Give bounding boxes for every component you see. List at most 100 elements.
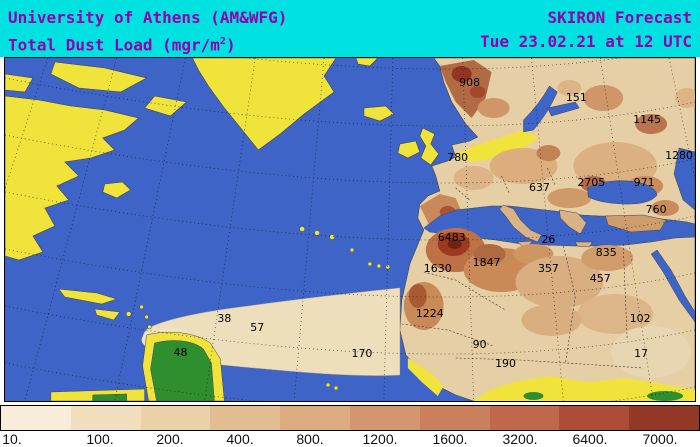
- island-dot: [367, 261, 373, 267]
- scale-segment: [419, 406, 490, 430]
- landmass-iceland: [363, 105, 395, 122]
- scale-segment: [1, 406, 71, 430]
- landmass-north-america: [5, 95, 140, 261]
- border-line: [563, 245, 576, 365]
- island-dot: [385, 264, 391, 270]
- dust-patch: [453, 166, 494, 190]
- scale-segment: [489, 406, 560, 430]
- dust-patch: [651, 200, 680, 216]
- landmass-newfoundland: [102, 181, 132, 199]
- border-line: [622, 243, 628, 341]
- dust-patch: [473, 244, 506, 264]
- dust-patch: [583, 85, 624, 111]
- meridian-line: [531, 58, 564, 401]
- dust-patch: [611, 326, 692, 378]
- landmass-britain: [419, 127, 440, 166]
- island-dot: [147, 324, 152, 330]
- meridian-line: [5, 58, 49, 190]
- landmass-island: [144, 95, 188, 117]
- dust-patch: [451, 66, 472, 82]
- caribbean-south-america: [50, 288, 225, 401]
- valid-time: Tue 23.02.21 at 12 UTC: [480, 32, 692, 51]
- meridian-line: [293, 58, 325, 401]
- island-dot: [333, 385, 339, 391]
- island-dot: [325, 382, 331, 388]
- island-dot: [329, 234, 335, 240]
- dust-value-label: 57: [250, 321, 264, 334]
- dust-value-label: 457: [590, 272, 611, 285]
- scale-tick-label: 400.: [226, 431, 254, 447]
- product-title: SKIRON Forecast: [547, 8, 693, 27]
- peninsulas: [499, 204, 667, 250]
- caspian-sea: [673, 147, 695, 211]
- dust-value-label: 780: [447, 151, 468, 164]
- landmass-hispaniola: [94, 308, 121, 321]
- dust-patch: [521, 304, 582, 336]
- scale-segment: [349, 406, 420, 430]
- dust-value-label: 151: [566, 91, 587, 104]
- vegetation: [647, 391, 684, 401]
- dust-value-labels: 908 151 1145 780 1280 971 2705 637 760 6483 26 835 1…: [174, 76, 693, 370]
- dust-value-label: 1280: [665, 149, 693, 162]
- dust-value-label: 1145: [633, 113, 661, 126]
- color-scale: 10. 100. 200. 400. 800. 1200. 1600. 3200. 6400. 7…: [0, 405, 700, 447]
- dust-value-label: 1224: [416, 307, 444, 320]
- scale-tick-label: 800.: [296, 431, 324, 447]
- dust-patch: [536, 145, 561, 161]
- coast-yellow: [407, 358, 444, 396]
- color-scale-tick-labels: 10. 100. 200. 400. 800. 1200. 1600. 3200. 6400. 7…: [0, 431, 700, 447]
- landmass-greenland: [192, 58, 337, 151]
- island-dot: [349, 247, 355, 253]
- landmass-ireland: [397, 140, 421, 159]
- island-dot: [125, 311, 132, 317]
- map-svg: 908 151 1145 780 1280 971 2705 637 760 6483 26 835 1…: [5, 58, 695, 401]
- vegetation-south-america: [150, 340, 215, 401]
- scale-tick-label: 7000.: [642, 431, 678, 447]
- landmass-crete: [574, 241, 593, 248]
- black-sea: [587, 180, 658, 205]
- dust-value-label: 190: [495, 357, 516, 370]
- dust-value-label: 2705: [577, 176, 605, 189]
- org-title: University of Athens (AM&WFG): [8, 8, 288, 27]
- low-dust-nw-europe: [453, 130, 540, 162]
- dust-value-label: 102: [630, 312, 651, 325]
- dust-value-label: 1630: [424, 262, 452, 275]
- border-line: [455, 357, 644, 369]
- dust-patch: [408, 284, 427, 308]
- border-line: [423, 271, 506, 311]
- scale-segment: [140, 406, 211, 430]
- landmass-italy: [499, 204, 542, 243]
- dust-value-label: 48: [174, 346, 188, 359]
- dust-patch: [675, 88, 695, 108]
- dust-value-label: 90: [473, 338, 487, 351]
- scale-tick-label: 100.: [86, 431, 114, 447]
- color-scale-bar: [0, 405, 700, 431]
- border-line: [455, 187, 470, 201]
- dust-value-label: 357: [538, 262, 559, 275]
- border-line: [501, 175, 510, 195]
- scale-segment: [559, 406, 630, 430]
- variable-title: Total Dust Load (mgr/m2): [8, 35, 236, 55]
- dust-value-label: 908: [459, 76, 480, 89]
- atlantic-islands: [299, 226, 391, 391]
- border-line: [547, 167, 556, 187]
- scale-segment: [210, 406, 281, 430]
- dust-value-label: 760: [646, 203, 667, 216]
- landmass-cuba: [58, 288, 118, 305]
- scale-segment: [280, 406, 350, 430]
- dust-patch: [469, 86, 486, 98]
- dust-value-label: 1847: [473, 256, 501, 269]
- vegetation: [523, 392, 544, 400]
- country-borders: [401, 167, 644, 369]
- africa-dust: [403, 228, 695, 401]
- scale-segment: [629, 406, 699, 430]
- dust-patch: [581, 245, 634, 271]
- graticule: [5, 58, 695, 401]
- scale-tick-label: 10.: [2, 431, 22, 447]
- dust-value-label: 17: [634, 347, 648, 360]
- dust-value-label: 835: [596, 246, 617, 259]
- landmass-baffin: [50, 61, 148, 93]
- dust-value-label: 26: [541, 233, 555, 246]
- island-dot: [376, 263, 382, 269]
- title-bar: University of Athens (AM&WFG) SKIRON For…: [0, 0, 700, 57]
